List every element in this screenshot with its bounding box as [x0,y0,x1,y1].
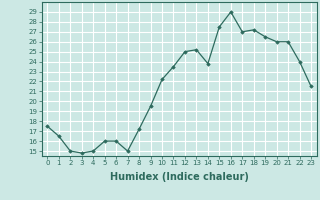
X-axis label: Humidex (Indice chaleur): Humidex (Indice chaleur) [110,172,249,182]
